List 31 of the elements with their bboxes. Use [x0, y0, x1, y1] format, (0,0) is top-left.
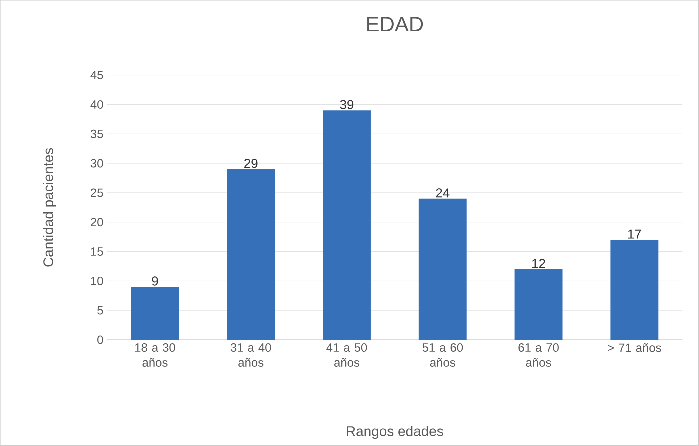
- y-tick-label: 45: [90, 70, 104, 80]
- y-tick-label: 20: [91, 218, 104, 226]
- data-label: 29: [244, 158, 258, 168]
- y-tick-label: 15: [91, 247, 104, 256]
- bar: [131, 286, 180, 340]
- bar: [227, 169, 276, 340]
- data-label: 9: [152, 276, 158, 286]
- x-tick-label: > 71 años: [608, 343, 662, 352]
- y-tick-label: 30: [90, 159, 104, 168]
- x-tick-label: 51 a 60 años: [422, 343, 464, 367]
- x-tick-label: 61 a 70 años: [518, 343, 559, 367]
- bar: [418, 198, 467, 340]
- x-tick-label: 31 a 40 años: [230, 343, 272, 367]
- data-label: 39: [340, 100, 354, 110]
- x-axis-title: Rangos edades: [347, 426, 444, 440]
- y-tick-label: 40: [90, 100, 104, 109]
- y-tick-label: 10: [91, 276, 104, 286]
- x-tick-label: 18 a 30 años: [135, 343, 176, 367]
- y-tick-label: 25: [91, 188, 104, 198]
- y-tick-label: 5: [98, 306, 104, 315]
- data-label: 17: [628, 230, 642, 239]
- chart-title: EDAD: [368, 16, 424, 32]
- data-label: 24: [436, 188, 450, 198]
- bar: [323, 110, 371, 340]
- x-tick-label: 41 a 50 años: [326, 343, 368, 367]
- y-axis-title: Cantidad pacientes: [43, 148, 56, 267]
- y-tick-label: 35: [90, 130, 104, 138]
- bar: [610, 240, 659, 340]
- bar: [514, 269, 563, 340]
- y-tick-label: 0: [98, 336, 104, 344]
- data-label: 12: [532, 259, 546, 268]
